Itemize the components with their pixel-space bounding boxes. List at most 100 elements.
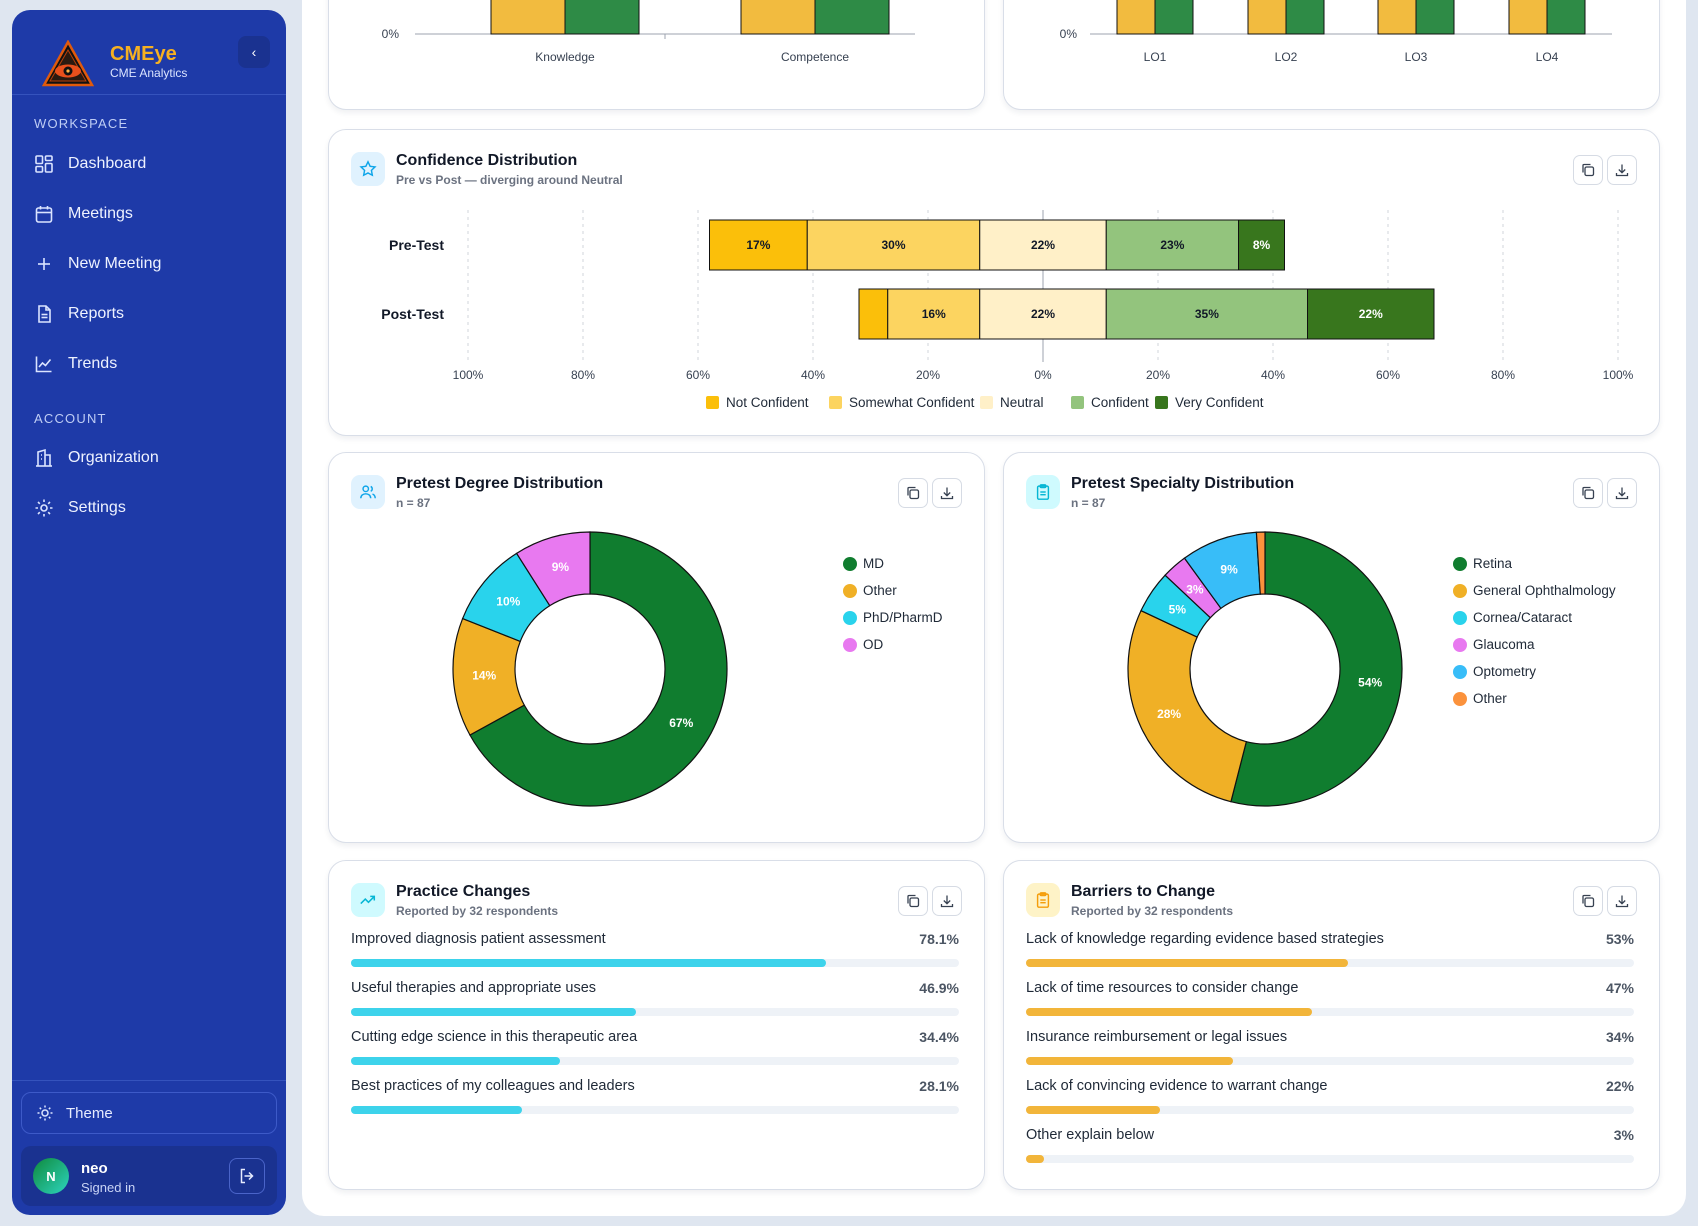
progress-track <box>351 1057 959 1065</box>
degree-donut-chart: 67% 14% 10% 9% <box>452 531 728 807</box>
category-label: Pre-Test <box>389 237 444 253</box>
collapse-sidebar-button[interactable]: ‹ <box>238 36 270 68</box>
list-item: Useful therapies and appropriate uses 46.… <box>351 980 959 1028</box>
legend-item: Optometry <box>1453 664 1536 679</box>
legend-swatch <box>843 610 857 625</box>
bar-lo1-post <box>1154 0 1194 35</box>
learning-objectives-card: 0% LO1 LO2 LO3 LO4 <box>1003 0 1660 110</box>
item-value: 53% <box>1605 931 1634 947</box>
download-button[interactable] <box>932 886 962 916</box>
sidebar: CMEye CME Analytics ‹ WORKSPACE Dashboar… <box>12 10 286 1215</box>
bar-knowledge-post <box>564 0 640 35</box>
star-icon <box>351 152 385 186</box>
plus-icon <box>38 258 50 270</box>
x-tick-label: 40% <box>1261 368 1285 382</box>
sun-icon <box>37 1105 53 1121</box>
download-icon <box>940 895 954 908</box>
download-button[interactable] <box>1607 886 1637 916</box>
download-icon <box>1615 164 1629 177</box>
sidebar-item-label: Reports <box>68 305 125 322</box>
card-subtitle: Reported by 32 respondents <box>1071 904 1234 918</box>
sidebar-item-dashboard[interactable]: Dashboard <box>34 145 274 183</box>
sidebar-item-settings[interactable]: Settings <box>34 489 274 527</box>
download-button[interactable] <box>932 478 962 508</box>
bar-lo2-post <box>1285 0 1325 35</box>
specialty-distribution-card: Pretest Specialty Distribution n = 87 54… <box>1003 452 1660 843</box>
x-tick-label: 20% <box>916 368 940 382</box>
legend-item: Neutral <box>980 395 1044 410</box>
legend-swatch <box>1453 664 1467 679</box>
sidebar-item-organization[interactable]: Organization <box>34 439 274 477</box>
legend-item: Very Confident <box>1155 395 1264 410</box>
slice-label: 54% <box>1358 675 1382 689</box>
slice-label: 67% <box>669 716 693 730</box>
list-item: Other explain below 3% <box>1026 1127 1634 1175</box>
slice-label: 28% <box>1157 707 1181 721</box>
sidebar-item-meetings[interactable]: Meetings <box>34 195 274 233</box>
copy-button[interactable] <box>898 478 928 508</box>
item-value: 47% <box>1605 980 1634 996</box>
barriers-card: Barriers to Change Reported by 32 respon… <box>1003 860 1660 1190</box>
legend-label: Neutral <box>1000 395 1044 410</box>
clipboard-icon <box>1026 475 1060 509</box>
x-tick-label: LO3 <box>1405 50 1428 64</box>
confidence-chart: 100% 80% 60% 40% 20% 0% 20% 40% 60% 80% 100% Pre-Te… <box>381 210 1634 382</box>
degree-distribution-card: Pretest Degree Distribution n = 87 67% 14… <box>328 452 985 843</box>
pie-slice <box>1127 609 1248 803</box>
data-label: 22% <box>1031 307 1055 321</box>
x-tick-label: Knowledge <box>535 50 595 64</box>
card-subtitle: Pre vs Post — diverging around Neutral <box>396 173 623 187</box>
theme-toggle-button[interactable]: Theme <box>21 1092 277 1134</box>
copy-button[interactable] <box>898 886 928 916</box>
divider <box>12 1080 286 1081</box>
legend-item: Somewhat Confident <box>829 395 974 410</box>
list-item: Cutting edge science in this therapeutic… <box>351 1029 959 1077</box>
legend-swatch <box>1071 396 1084 409</box>
bar-lo4-post <box>1546 0 1586 35</box>
workspace-section-label: WORKSPACE <box>34 116 129 131</box>
download-button[interactable] <box>1607 155 1637 185</box>
list-item: Lack of time resources to consider chang… <box>1026 980 1634 1028</box>
card-subtitle: Reported by 32 respondents <box>396 904 559 918</box>
account-section-label: ACCOUNT <box>34 411 107 426</box>
legend-item: Retina <box>1453 556 1512 571</box>
legend-swatch <box>843 583 857 598</box>
copy-button[interactable] <box>1573 478 1603 508</box>
list-item: Best practices of my colleagues and lead… <box>351 1078 959 1126</box>
download-button[interactable] <box>1607 478 1637 508</box>
x-tick-label: 40% <box>801 368 825 382</box>
progress-track <box>1026 1008 1634 1016</box>
card-title: Confidence Distribution <box>396 152 578 169</box>
legend-item: MD <box>843 556 884 571</box>
list-item: Insurance reimbursement or legal issues 3… <box>1026 1029 1634 1077</box>
copy-button[interactable] <box>1573 155 1603 185</box>
sidebar-item-label: Dashboard <box>68 155 147 172</box>
logout-button[interactable] <box>229 1158 265 1194</box>
sidebar-item-new-meeting[interactable]: New Meeting <box>34 245 274 283</box>
x-tick-label: Competence <box>781 50 849 64</box>
legend-swatch <box>1453 556 1467 571</box>
users-icon <box>351 475 385 509</box>
legend-label: Optometry <box>1473 664 1537 679</box>
trend-chart-icon <box>35 356 52 373</box>
item-value: 34% <box>1605 1029 1634 1045</box>
x-tick-label: LO4 <box>1536 50 1559 64</box>
eye-logo-icon <box>42 40 94 87</box>
learning-objectives-chart: 0% LO1 LO2 LO3 LO4 <box>1060 0 1612 64</box>
copy-icon <box>907 894 920 908</box>
specialty-donut-chart: 54% 28% 5% 3% 9% <box>1127 531 1403 807</box>
sidebar-item-trends[interactable]: Trends <box>34 345 274 383</box>
sidebar-item-reports[interactable]: Reports <box>34 295 274 333</box>
category-label: Post-Test <box>381 306 444 322</box>
legend-swatch <box>980 396 993 409</box>
data-label: 30% <box>881 238 905 252</box>
y-tick-label: 0% <box>1060 27 1078 41</box>
list-item: Lack of knowledge regarding evidence bas… <box>1026 931 1634 979</box>
download-icon <box>1615 487 1629 500</box>
progress-fill <box>351 1008 637 1016</box>
progress-track <box>351 1008 959 1016</box>
legend-label: Other <box>1473 691 1507 706</box>
legend-swatch <box>1453 637 1467 652</box>
list-item: Lack of convincing evidence to warrant c… <box>1026 1078 1634 1126</box>
copy-button[interactable] <box>1573 886 1603 916</box>
